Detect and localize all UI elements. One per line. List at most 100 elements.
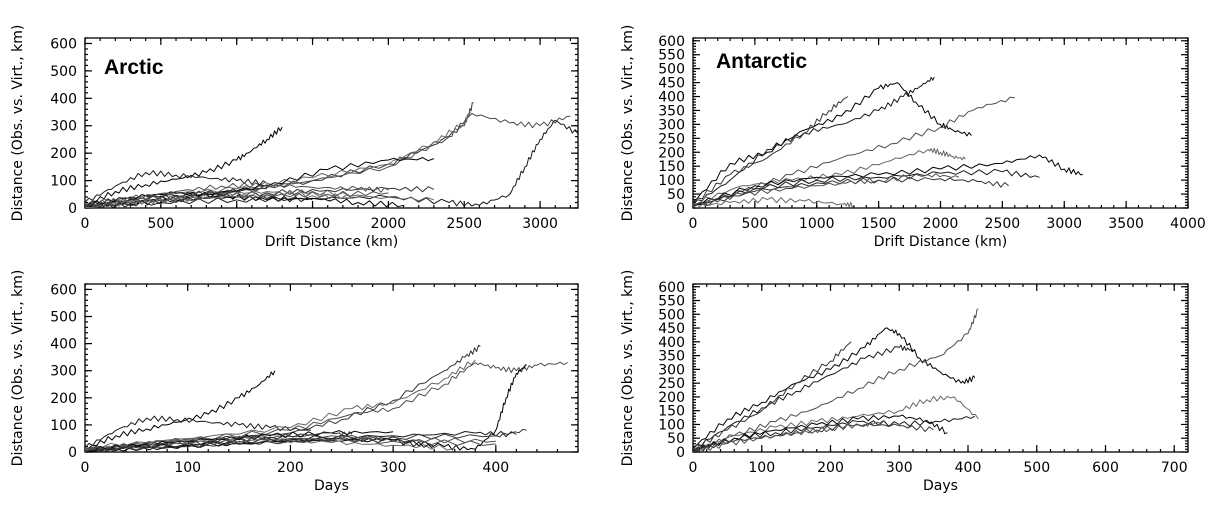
series-line — [693, 423, 934, 452]
series-line — [85, 431, 353, 452]
series-line — [85, 189, 435, 208]
x-tick-label: 0 — [689, 460, 698, 476]
series-group — [85, 344, 568, 452]
x-tick-label: 500 — [147, 216, 174, 232]
series-line — [693, 147, 966, 205]
series-line — [85, 170, 268, 203]
x-axis-title: Drift Distance (km) — [265, 234, 398, 250]
panel-title: Antarctic — [716, 50, 807, 73]
series-line — [693, 341, 852, 450]
plot-frame — [84, 37, 579, 209]
series-line — [85, 182, 389, 207]
y-tick-label: 450 — [658, 76, 685, 92]
x-tick-label: 3000 — [522, 216, 558, 232]
x-tick-label: 400 — [482, 460, 509, 476]
x-tick-label: 1000 — [219, 216, 255, 232]
y-tick-label: 0 — [68, 445, 77, 461]
x-tick-label: 0 — [81, 216, 90, 232]
y-tick-label: 600 — [50, 36, 77, 52]
series-line — [693, 96, 848, 205]
y-tick-label: 500 — [658, 307, 685, 323]
x-tick-label: 3000 — [1046, 216, 1082, 232]
series-line — [693, 173, 960, 206]
y-tick-label: 400 — [50, 91, 77, 107]
x-tick-label: 1500 — [861, 216, 897, 232]
y-tick-label: 200 — [50, 391, 77, 407]
x-tick-label: 3500 — [1108, 216, 1144, 232]
y-tick-label: 50 — [667, 187, 685, 203]
x-tick-label: 200 — [277, 460, 304, 476]
y-tick-label: 500 — [658, 62, 685, 78]
series-line — [85, 195, 313, 208]
y-tick-label: 100 — [658, 417, 685, 433]
y-tick-label: 50 — [667, 431, 685, 447]
x-tick-label: 100 — [748, 460, 775, 476]
y-tick-label: 100 — [50, 418, 77, 434]
series-line — [85, 191, 404, 208]
y-tick-label: 200 — [50, 146, 77, 162]
series-line — [693, 327, 976, 449]
x-tick-label: 4000 — [1170, 216, 1206, 232]
chart-panel-1: 0 500 1000 1500 2000 2500 3000 0 100 200 300 400 500… — [10, 25, 579, 250]
x-tick-label: 500 — [742, 216, 769, 232]
y-tick-label: 150 — [658, 159, 685, 175]
series-line — [693, 76, 935, 206]
x-tick-label: 0 — [81, 460, 90, 476]
y-axis-title: Distance (Obs. vs. Virt., km) — [10, 25, 26, 222]
y-tick-label: 550 — [658, 294, 685, 310]
x-tick-label: 2000 — [923, 216, 959, 232]
x-tick-label: 100 — [174, 460, 201, 476]
x-tick-label: 2500 — [985, 216, 1021, 232]
series-group — [693, 308, 979, 452]
chart-panel-4: 0 100 200 300 400 500 600 700050100150200250300… — [620, 270, 1189, 494]
x-tick-label: 400 — [955, 460, 982, 476]
y-tick-label: 0 — [676, 201, 685, 217]
y-tick-label: 0 — [68, 201, 77, 217]
series-line — [693, 154, 1083, 206]
y-tick-label: 500 — [50, 64, 77, 80]
y-tick-label: 400 — [658, 335, 685, 351]
x-axis-title: Days — [923, 478, 958, 494]
series-line — [85, 359, 476, 450]
y-tick-label: 400 — [50, 337, 77, 353]
y-tick-label: 200 — [658, 145, 685, 161]
series-line — [85, 364, 527, 452]
y-tick-label: 400 — [658, 90, 685, 106]
series-line — [693, 395, 979, 452]
series-line — [85, 435, 455, 451]
x-axis-title: Days — [314, 478, 349, 494]
y-tick-label: 150 — [658, 404, 685, 420]
y-axis-title: Distance (Obs. vs. Virt., km) — [620, 25, 636, 222]
y-tick-label: 100 — [658, 173, 685, 189]
x-tick-label: 2500 — [446, 216, 482, 232]
series-line — [693, 344, 914, 450]
y-tick-label: 0 — [676, 445, 685, 461]
y-tick-label: 300 — [50, 364, 77, 380]
x-tick-label: 700 — [1161, 460, 1188, 476]
y-tick-label: 550 — [658, 48, 685, 64]
x-tick-label: 300 — [380, 460, 407, 476]
series-line — [693, 414, 948, 452]
series-line — [693, 168, 1040, 208]
y-axis-title: Distance (Obs. vs. Virt., km) — [620, 270, 636, 467]
chart-panel-2: 0 500 1000 1500 2000 2500 3000 3500 4000 05010015… — [620, 25, 1206, 250]
series-group — [693, 76, 1083, 208]
x-tick-label: 600 — [1092, 460, 1119, 476]
plot-frame — [692, 283, 1189, 453]
series-line — [85, 415, 312, 449]
y-tick-label: 250 — [658, 376, 685, 392]
x-tick-label: 500 — [1023, 460, 1050, 476]
series-line — [693, 420, 886, 452]
x-tick-label: 200 — [817, 460, 844, 476]
series-line — [85, 126, 283, 206]
x-tick-label: 300 — [886, 460, 913, 476]
y-tick-label: 450 — [658, 321, 685, 337]
x-tick-label: 1500 — [295, 216, 331, 232]
panel-title: Arctic — [104, 56, 164, 79]
x-tick-label: 1000 — [799, 216, 835, 232]
series-line — [85, 119, 578, 208]
y-axis-title: Distance (Obs. vs. Virt., km) — [10, 270, 26, 467]
y-tick-label: 600 — [658, 34, 685, 50]
y-tick-label: 300 — [658, 117, 685, 133]
